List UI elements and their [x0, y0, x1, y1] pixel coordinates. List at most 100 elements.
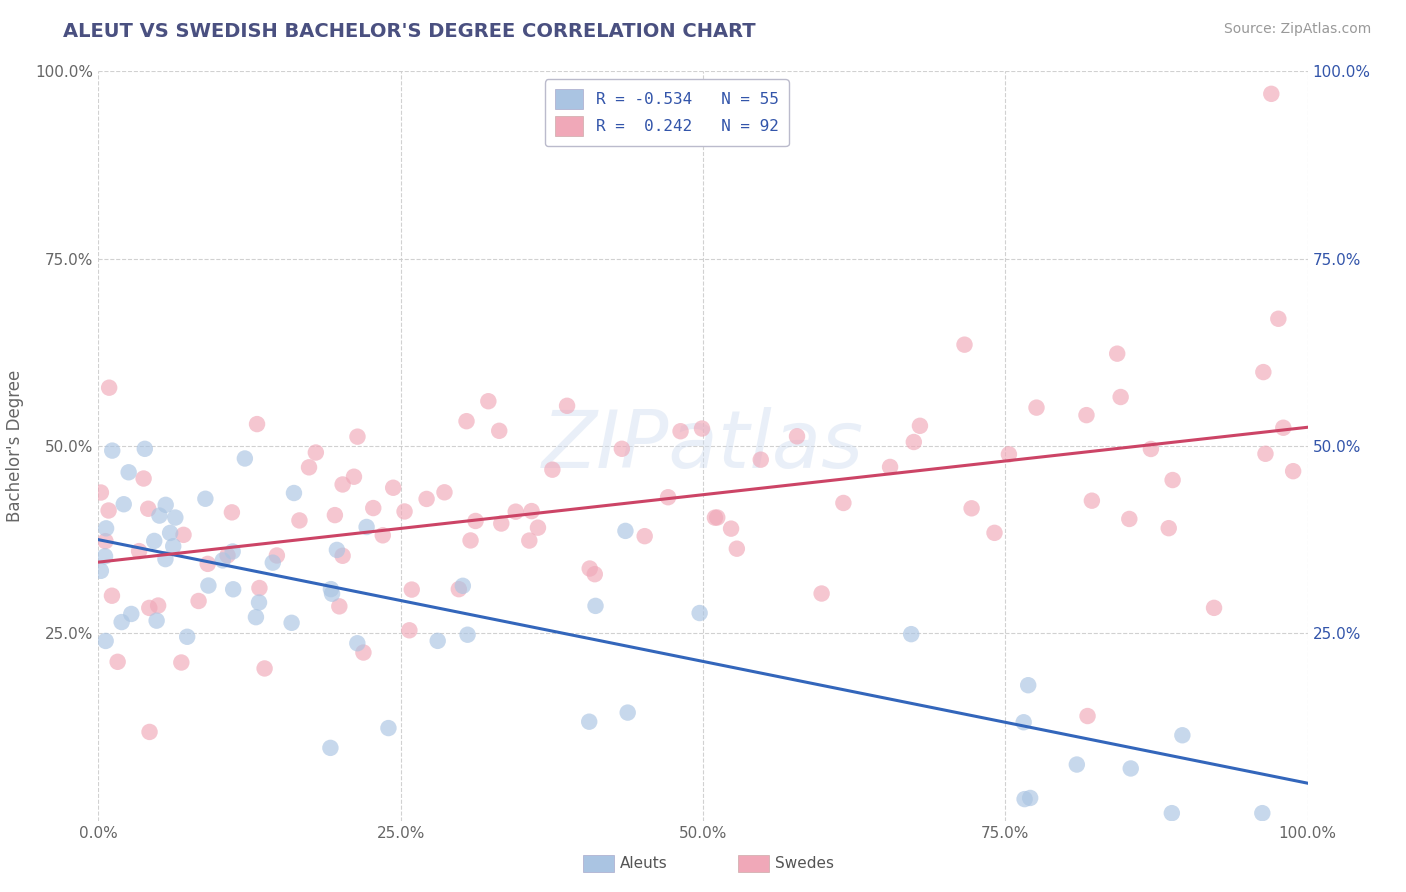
Point [371, 528, 394, 542]
Point [246, 417, 269, 431]
Point [520, 504, 543, 518]
Point [128, 544, 150, 558]
Point [398, 624, 420, 638]
Point [491, 516, 513, 531]
Point [810, 586, 832, 600]
Legend: R = -0.534   N = 55, R =  0.242   N = 92: R = -0.534 N = 55, R = 0.242 N = 92 [546, 79, 789, 146]
Point [953, 337, 976, 351]
Point [1077, 709, 1099, 723]
Point [197, 578, 219, 592]
Point [415, 491, 437, 506]
Point [211, 553, 233, 567]
Point [94, 549, 117, 564]
Point [900, 627, 922, 641]
Point [720, 522, 742, 536]
Point [749, 452, 772, 467]
Point [118, 465, 141, 479]
Point [541, 463, 564, 477]
Point [328, 599, 350, 614]
Point [97, 503, 120, 517]
Point [1202, 600, 1225, 615]
Point [669, 424, 692, 438]
Point [1118, 512, 1140, 526]
Point [111, 615, 134, 629]
Point [280, 615, 302, 630]
Point [112, 497, 135, 511]
Point [433, 485, 456, 500]
Text: ZIPatlas: ZIPatlas [541, 407, 865, 485]
Point [1161, 473, 1184, 487]
Point [136, 501, 159, 516]
Y-axis label: Bachelor's Degree: Bachelor's Degree [7, 370, 24, 522]
Point [283, 486, 305, 500]
Point [578, 561, 600, 575]
Point [94, 534, 117, 549]
Point [162, 539, 184, 553]
Point [426, 633, 449, 648]
Point [488, 424, 510, 438]
Point [616, 706, 638, 720]
Point [107, 655, 129, 669]
Point [361, 501, 384, 516]
Point [657, 490, 679, 504]
Point [247, 595, 270, 609]
Point [352, 646, 374, 660]
Point [1066, 757, 1088, 772]
Point [998, 447, 1021, 461]
Point [90, 564, 112, 578]
Point [346, 430, 368, 444]
Point [98, 381, 121, 395]
Point [194, 491, 217, 506]
Point [101, 443, 124, 458]
Point [101, 589, 124, 603]
Point [134, 442, 156, 456]
Point [517, 533, 540, 548]
Point [138, 601, 160, 615]
Point [1017, 678, 1039, 692]
Point [1260, 87, 1282, 101]
Point [245, 610, 267, 624]
Point [456, 414, 478, 428]
Point [356, 520, 378, 534]
Point [262, 556, 284, 570]
Point [217, 549, 239, 563]
Point [555, 399, 578, 413]
Point [786, 429, 808, 443]
Point [120, 607, 142, 621]
Point [706, 510, 728, 524]
Point [583, 567, 606, 582]
Point [1157, 521, 1180, 535]
Point [634, 529, 657, 543]
Point [614, 524, 637, 538]
Point [1014, 792, 1036, 806]
Point [159, 525, 181, 540]
Point [1254, 447, 1277, 461]
Point [983, 525, 1005, 540]
Text: Aleuts: Aleuts [620, 856, 668, 871]
Point [155, 552, 177, 566]
Point [197, 557, 219, 571]
Point [1076, 408, 1098, 422]
Point [222, 582, 245, 597]
Point [176, 630, 198, 644]
Point [288, 513, 311, 527]
Point [457, 628, 479, 642]
Point [447, 582, 470, 597]
Point [585, 599, 607, 613]
Point [319, 740, 342, 755]
Point [343, 469, 366, 483]
Point [233, 451, 256, 466]
Point [170, 656, 193, 670]
Point [377, 721, 399, 735]
Point [689, 606, 711, 620]
Point [1119, 762, 1142, 776]
Point [187, 594, 209, 608]
Point [578, 714, 600, 729]
Point [94, 634, 117, 648]
Point [1081, 493, 1104, 508]
Point [1019, 791, 1042, 805]
Point [1160, 806, 1182, 821]
Point [173, 528, 195, 542]
Point [319, 582, 342, 596]
Point [155, 498, 177, 512]
